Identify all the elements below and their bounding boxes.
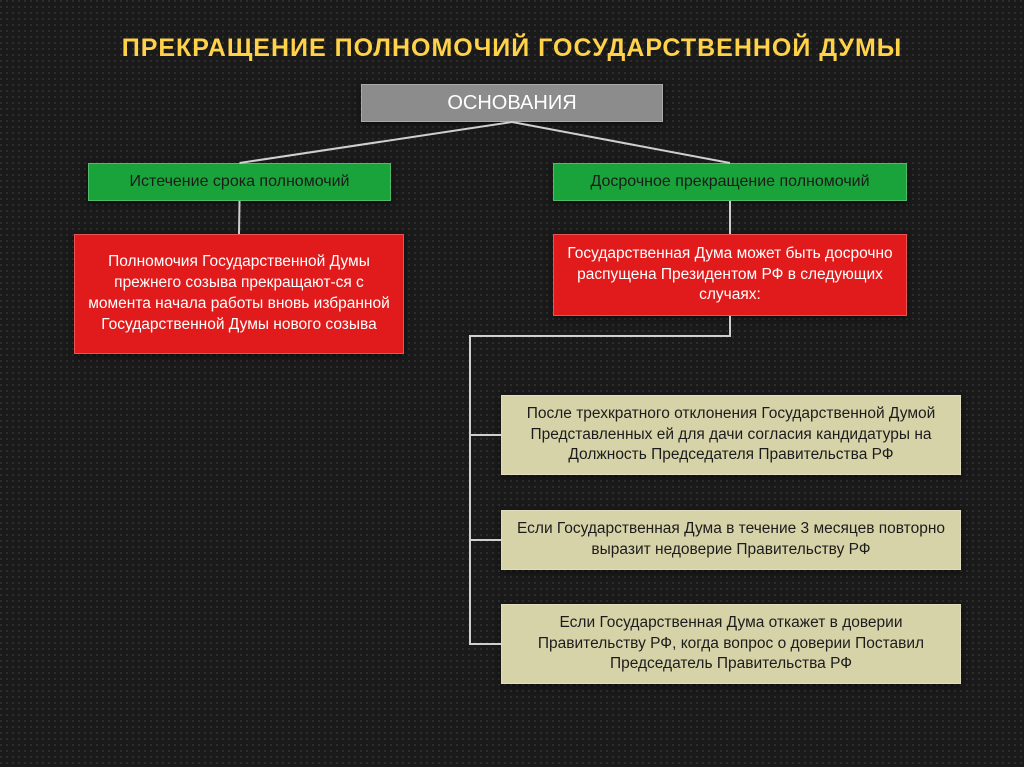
- case-3-node: Если Государственная Дума откажет в дове…: [501, 604, 961, 684]
- left-branch-node: Истечение срока полномочий: [88, 163, 391, 201]
- case-1-node: После трехкратного отклонения Государств…: [501, 395, 961, 475]
- right-detail-node: Государственная Дума может быть досрочно…: [553, 234, 907, 316]
- case-2-node: Если Государственная Дума в течение 3 ме…: [501, 510, 961, 570]
- root-node: ОСНОВАНИЯ: [361, 84, 663, 122]
- slide-title: ПРЕКРАЩЕНИЕ ПОЛНОМОЧИЙ ГОСУДАРСТВЕННОЙ Д…: [0, 34, 1024, 63]
- left-detail-node: Полномочия Государственной Думы прежнего…: [74, 234, 404, 354]
- right-branch-node: Досрочное прекращение полномочий: [553, 163, 907, 201]
